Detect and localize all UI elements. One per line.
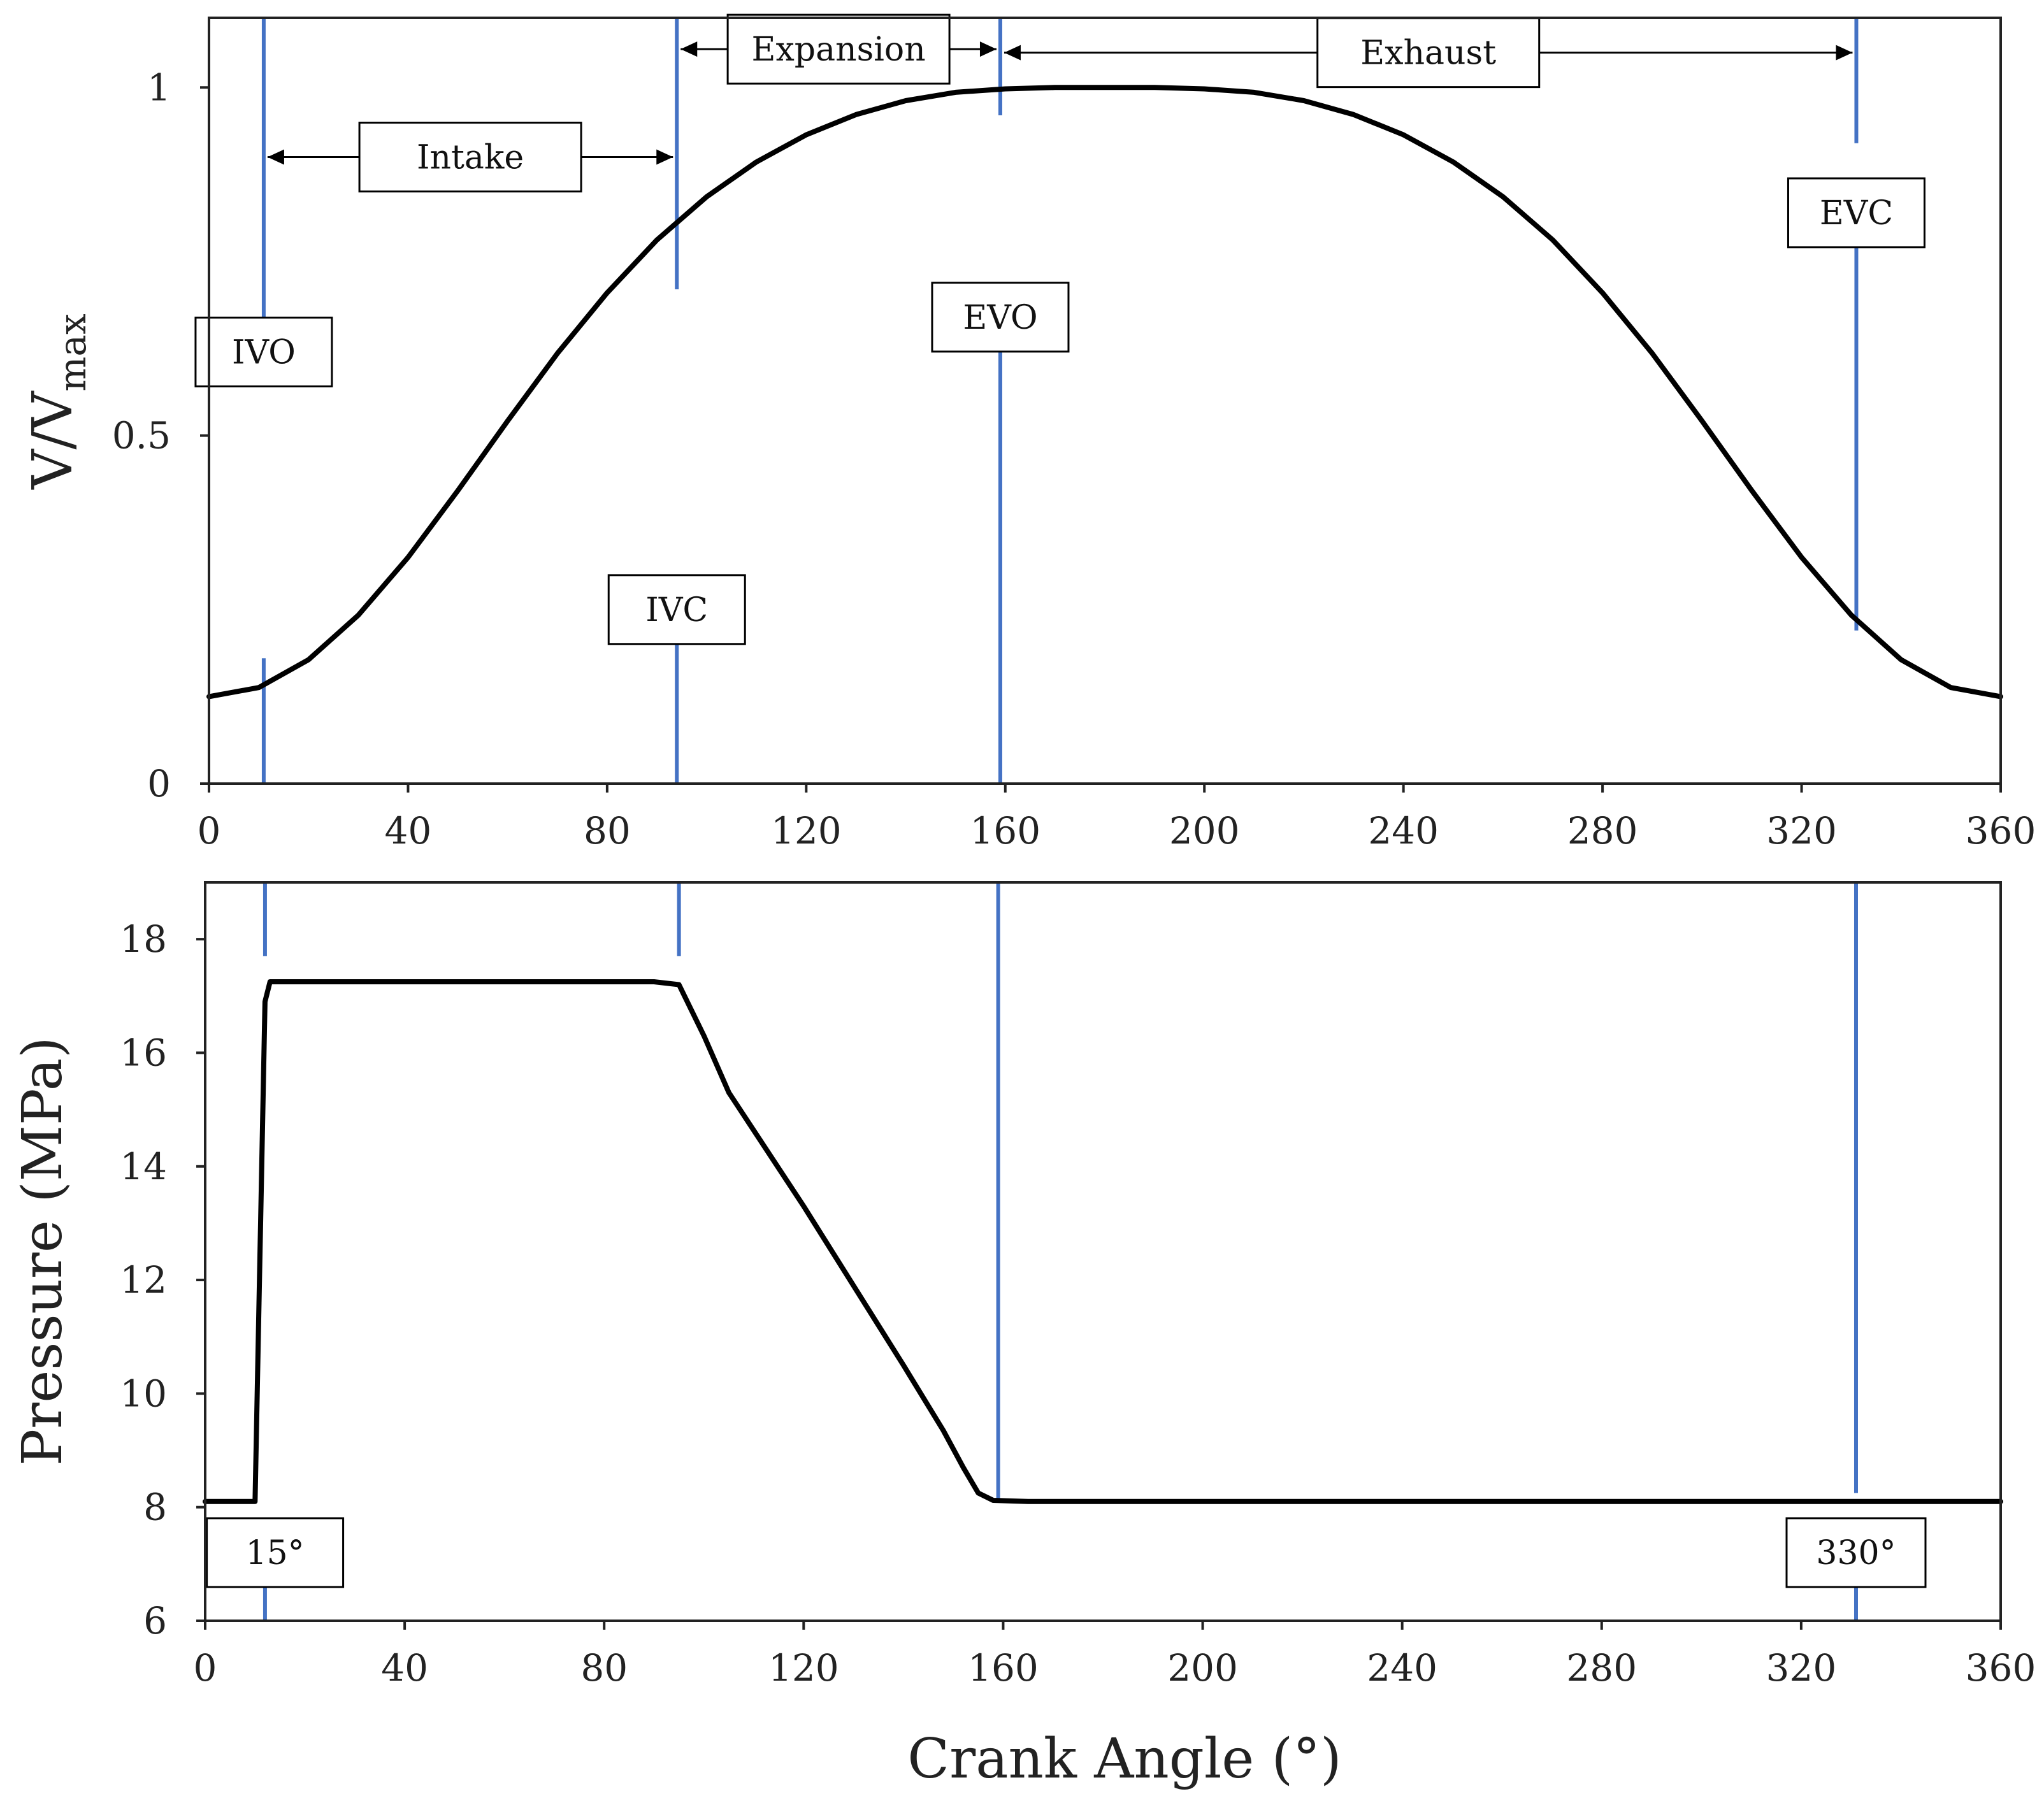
x-tick-label-360: 360 bbox=[1966, 1646, 2036, 1690]
phase-arrowhead-left-1 bbox=[680, 41, 698, 57]
volume-axis-title: V/Vmax bbox=[21, 313, 94, 489]
bot-label-box-1 bbox=[1785, 1517, 1927, 1588]
top-label-box-3 bbox=[1787, 177, 1925, 248]
phase-arrowhead-right-0 bbox=[656, 149, 673, 165]
x-tick-label-40: 40 bbox=[381, 1646, 428, 1690]
top-y-ticks: 00.51 bbox=[112, 66, 209, 805]
top-valve-lines bbox=[261, 18, 1859, 784]
x-tick-label-200: 200 bbox=[1167, 1646, 1238, 1690]
x-tick-label-160: 160 bbox=[970, 809, 1040, 852]
x-tick-label-0: 0 bbox=[194, 1646, 217, 1690]
bottom-y-ticks: 6 8 10 12 14 16 18 bbox=[120, 917, 205, 1642]
x-tick-label-240: 240 bbox=[1368, 809, 1439, 852]
phase-arrowhead-left-0 bbox=[267, 149, 284, 165]
x-tick-label-40: 40 bbox=[385, 809, 432, 852]
bottom-x-ticks: 0 40 80 120 160 200 240 280 320 360 bbox=[194, 1621, 2036, 1690]
x-tick-label-240: 240 bbox=[1367, 1646, 1437, 1690]
bot-label-text-1: 330° bbox=[1816, 1534, 1896, 1572]
pressure-axis-title: Pressure (MPa) bbox=[11, 1037, 75, 1465]
y-tick-label-0.5: 0.5 bbox=[112, 414, 171, 457]
pressure-panel: 15° 330° 0 40 80 120 160 200 240 280 320 360 6 8 10 1… bbox=[11, 881, 2036, 1791]
phase-arrowhead-right-2 bbox=[1836, 45, 1853, 61]
top-label-box-1 bbox=[607, 574, 746, 645]
x-tick-label-120: 120 bbox=[768, 1646, 839, 1690]
phase-arrowhead-left-2 bbox=[1004, 45, 1021, 61]
x-tick-label-320: 320 bbox=[1766, 809, 1837, 852]
pressure-plot-frame bbox=[204, 881, 2002, 1622]
y-tick-label-12: 12 bbox=[120, 1258, 167, 1302]
x-tick-label-120: 120 bbox=[771, 809, 842, 852]
y-tick-label-0: 0 bbox=[147, 762, 171, 805]
x-tick-label-200: 200 bbox=[1169, 809, 1240, 852]
x-tick-label-280: 280 bbox=[1567, 809, 1638, 852]
x-tick-label-360: 360 bbox=[1966, 809, 2036, 852]
top-label-text-0: IVO bbox=[232, 334, 296, 372]
pressure-curve bbox=[203, 979, 2003, 1504]
y-tick-label-6: 6 bbox=[143, 1599, 167, 1642]
bot-label-box-0 bbox=[206, 1517, 345, 1588]
x-tick-label-80: 80 bbox=[580, 1646, 628, 1690]
phase-box-0 bbox=[358, 122, 582, 193]
top-label-box-2 bbox=[931, 282, 1070, 353]
bottom-angle-labels: 15° 330° bbox=[206, 1517, 1927, 1588]
y-tick-label-10: 10 bbox=[120, 1372, 167, 1415]
x-tick-label-80: 80 bbox=[584, 809, 631, 852]
volume-panel: Intake Expansion Exhaust IVO IVC EVO EVC 0 40 8… bbox=[21, 13, 2036, 852]
y-tick-label-8: 8 bbox=[143, 1486, 167, 1529]
x-tick-label-0: 0 bbox=[198, 809, 221, 852]
bot-label-text-0: 15° bbox=[246, 1534, 305, 1572]
phase-arrowhead-right-1 bbox=[979, 41, 997, 57]
volume-plot-frame bbox=[208, 17, 2002, 785]
bottom-valve-lines bbox=[263, 882, 1858, 1621]
y-tick-label-14: 14 bbox=[120, 1145, 167, 1188]
x-tick-label-320: 320 bbox=[1766, 1646, 1837, 1690]
crank-angle-axis-title: Crank Angle (°) bbox=[907, 1727, 1341, 1791]
phase-label-0: Intake bbox=[417, 139, 524, 177]
top-x-ticks: 0 40 80 120 160 200 240 280 320 360 bbox=[198, 784, 2036, 852]
y-tick-label-1: 1 bbox=[147, 66, 171, 109]
phase-label-2: Exhaust bbox=[1360, 34, 1496, 73]
top-label-text-2: EVO bbox=[963, 299, 1037, 337]
volume-axis-title-sub: max bbox=[51, 313, 94, 391]
phase-label-1: Expansion bbox=[752, 31, 926, 69]
phase-arrows: Intake Expansion Exhaust bbox=[267, 13, 1853, 193]
x-tick-label-160: 160 bbox=[968, 1646, 1039, 1690]
volume-curve bbox=[206, 85, 2003, 700]
top-label-text-1: IVC bbox=[645, 591, 708, 629]
y-tick-label-18: 18 bbox=[120, 917, 167, 961]
y-tick-label-16: 16 bbox=[120, 1031, 167, 1074]
phase-box-1 bbox=[726, 13, 951, 85]
top-valve-labels: IVO IVC EVO EVC bbox=[194, 177, 1925, 645]
top-label-box-0 bbox=[194, 317, 333, 388]
volume-axis-title-main: V/V bbox=[21, 391, 85, 490]
x-tick-label-280: 280 bbox=[1566, 1646, 1637, 1690]
top-label-text-3: EVC bbox=[1820, 194, 1893, 233]
